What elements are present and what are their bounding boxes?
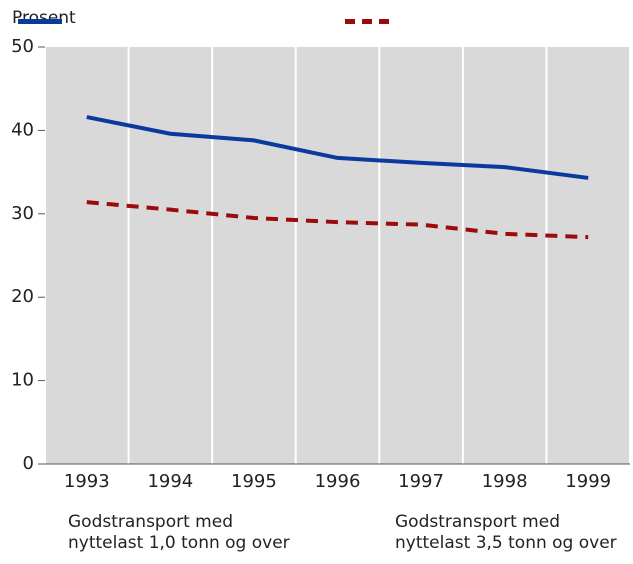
series-line [86, 115, 589, 180]
x-tick-label: 1998 [482, 471, 528, 492]
x-tick-label: 1999 [565, 471, 611, 492]
legend-swatch [18, 19, 62, 24]
chart: Prosent 0 10 20 30 40 50 1993 1994 1995 1996 1997 1… [11, 8, 631, 492]
x-tick-label: 1997 [398, 471, 444, 492]
y-tick-label: 0 [23, 453, 34, 474]
y-tick-label: 50 [11, 36, 34, 57]
x-tick-label: 1995 [231, 471, 277, 492]
legend-label: Godstransport med nyttelast 3,5 tonn og … [395, 512, 617, 553]
series-line [86, 200, 589, 240]
x-tick-label: 1994 [147, 471, 193, 492]
legend-label: Godstransport med nyttelast 1,0 tonn og … [68, 512, 290, 553]
x-tick-label: 1993 [64, 471, 110, 492]
legend-swatch [345, 19, 389, 24]
y-tick-label: 30 [11, 203, 34, 224]
y-tick-label: 20 [11, 286, 34, 307]
y-axis-label: Prosent [12, 8, 76, 28]
plot-background [45, 47, 630, 464]
y-tick-label: 10 [11, 370, 34, 391]
x-tick-label: 1996 [315, 471, 361, 492]
y-tick-label: 40 [11, 119, 34, 140]
